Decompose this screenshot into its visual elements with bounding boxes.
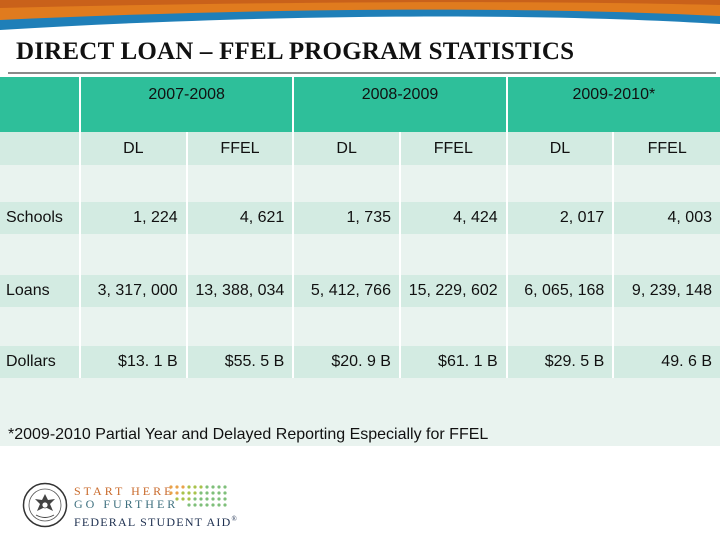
table-cell: $61. 1 B bbox=[398, 346, 507, 378]
program-header: DL bbox=[79, 132, 187, 165]
department-seal-icon bbox=[22, 482, 68, 528]
year-header: 2007-2008 bbox=[78, 77, 294, 132]
table-cell: 6, 065, 168 bbox=[505, 275, 614, 307]
program-statistics-table: 2007-2008 2008-2009 2009-2010* DL FFEL D… bbox=[0, 77, 720, 446]
row-label: Schools bbox=[0, 202, 80, 234]
program-header: DL bbox=[292, 132, 400, 165]
table-cell: 1, 735 bbox=[292, 202, 400, 234]
year-header: 2008-2009 bbox=[292, 77, 507, 132]
logo-agency-name: FEDERAL STUDENT AID® bbox=[74, 515, 238, 529]
corner-cell bbox=[0, 77, 80, 132]
year-header: 2009-2010* bbox=[505, 77, 720, 132]
table-cell: $13. 1 B bbox=[79, 346, 187, 378]
year-header-row: 2007-2008 2008-2009 2009-2010* bbox=[0, 77, 720, 132]
table-cell: $29. 5 B bbox=[505, 346, 614, 378]
slide-title: DIRECT LOAN – FFEL PROGRAM STATISTICS bbox=[16, 38, 575, 65]
table-cell: 2, 017 bbox=[505, 202, 614, 234]
table-cell: 5, 412, 766 bbox=[292, 275, 400, 307]
program-header: FFEL bbox=[612, 132, 720, 165]
table-cell: 13, 388, 034 bbox=[185, 275, 294, 307]
row-label: Loans bbox=[0, 275, 80, 307]
table-cell: $20. 9 B bbox=[292, 346, 400, 378]
top-banner-decoration bbox=[0, 0, 720, 34]
logo-dot-pattern-icon bbox=[169, 485, 227, 507]
program-header: FFEL bbox=[398, 132, 507, 165]
title-underline bbox=[8, 72, 716, 74]
row-label: Dollars bbox=[0, 346, 80, 378]
federal-student-aid-logo: START HERE GO FURTHER FEDERAL STUDENT AI… bbox=[22, 482, 252, 530]
table-row-schools: Schools 1, 224 4, 621 1, 735 4, 424 2, 0… bbox=[0, 202, 720, 234]
table-row-loans: Loans 3, 317, 000 13, 388, 034 5, 412, 7… bbox=[0, 275, 720, 307]
table-row-dollars: Dollars $13. 1 B $55. 5 B $20. 9 B $61. … bbox=[0, 346, 720, 378]
spacer-row bbox=[0, 165, 720, 202]
spacer-row bbox=[0, 307, 720, 346]
program-header-row: DL FFEL DL FFEL DL FFEL bbox=[0, 132, 720, 165]
table-cell: 4, 003 bbox=[612, 202, 720, 234]
table-cell: 15, 229, 602 bbox=[398, 275, 507, 307]
program-header: DL bbox=[505, 132, 614, 165]
table-cell: 1, 224 bbox=[79, 202, 187, 234]
logo-tagline-go: GO FURTHER bbox=[74, 497, 179, 511]
table-cell: 49. 6 B bbox=[612, 346, 720, 378]
logo-tagline-start: START HERE bbox=[74, 484, 175, 498]
table-cell: 4, 621 bbox=[185, 202, 294, 234]
program-header: FFEL bbox=[185, 132, 294, 165]
table-cell: $55. 5 B bbox=[185, 346, 294, 378]
table-cell: 9, 239, 148 bbox=[612, 275, 720, 307]
spacer-row bbox=[0, 234, 720, 275]
footnote-row: *2009-2010 Partial Year and Delayed Repo… bbox=[0, 378, 720, 446]
table-cell: 4, 424 bbox=[398, 202, 507, 234]
footnote: *2009-2010 Partial Year and Delayed Repo… bbox=[0, 378, 720, 446]
table-cell: 3, 317, 000 bbox=[79, 275, 187, 307]
corner-cell bbox=[0, 132, 80, 165]
